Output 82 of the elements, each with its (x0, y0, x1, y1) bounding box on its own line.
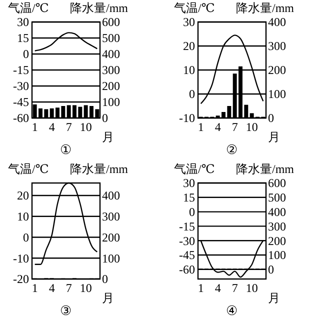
y-axis-title: 气温/℃ (8, 162, 49, 176)
y2-tick-label: 100 (268, 248, 286, 262)
y2-tick-label: 200 (268, 63, 286, 78)
y-tick-label: 20 (183, 39, 195, 54)
y-tick-label: -60 (13, 111, 29, 126)
x-tick-label: 1 (32, 281, 38, 295)
x-tick-label: 1 (32, 120, 38, 134)
x-tick-label: 4 (214, 120, 221, 134)
y2-tick-label: 0 (102, 111, 108, 126)
y-tick-label: -20 (13, 272, 29, 286)
y2-axis-title: 降水量/mm (70, 162, 129, 176)
y2-axis-title: 降水量/mm (70, 1, 129, 15)
x-tick-label: 10 (80, 120, 92, 134)
text: ③ (60, 303, 72, 318)
y-axis-title: 气温/℃ (174, 1, 215, 15)
y-tick-label: 0 (23, 230, 29, 244)
y2-tick-label: 200 (268, 234, 286, 248)
x-axis-title: 月 (268, 130, 280, 144)
y2-tick-label: 100 (102, 95, 120, 110)
y-tick-label: -45 (179, 248, 195, 262)
x-tick-label: 10 (80, 281, 92, 295)
line-series (34, 32, 98, 52)
text: ② (226, 142, 238, 157)
text: ④ (226, 303, 238, 318)
x-tick-label: 7 (66, 281, 72, 295)
x-tick-label: 10 (246, 120, 258, 134)
y-tick-label: 20 (17, 188, 29, 203)
y-tick-label: 30 (183, 15, 195, 30)
y-tick-label: -30 (179, 234, 195, 248)
y2-tick-label: 600 (268, 176, 286, 190)
y2-tick-label: 0 (102, 272, 108, 286)
y-tick-label: 0 (189, 205, 195, 219)
y2-tick-label: 100 (102, 251, 120, 266)
y2-tick-label: 400 (268, 15, 286, 30)
y-tick-label: 0 (23, 47, 29, 62)
y2-tick-label: 400 (102, 47, 120, 62)
y2-tick-label: 300 (102, 63, 120, 78)
y2-tick-label: 400 (268, 205, 286, 219)
x-tick-label: 4 (48, 281, 55, 295)
y2-tick-label: 300 (102, 210, 120, 224)
y-tick-label: -15 (13, 63, 29, 78)
x-tick-label: 7 (232, 281, 238, 295)
y2-tick-label: 0 (268, 111, 274, 126)
x-tick-label: 1 (198, 120, 204, 134)
x-tick-label: 4 (214, 281, 221, 295)
y-axis-title: 气温/℃ (8, 1, 49, 15)
y-tick-label: -10 (13, 251, 29, 266)
y-tick-label: -15 (179, 219, 195, 234)
line-series (200, 34, 264, 104)
y2-tick-label: 400 (102, 188, 120, 203)
y2-axis-title: 降水量/mm (236, 1, 295, 15)
y-tick-label: -45 (13, 95, 29, 110)
y-tick-label: 10 (183, 63, 195, 78)
y-tick-label: 30 (17, 15, 29, 30)
y2-tick-label: 500 (268, 190, 286, 205)
y2-axis-title: 降水量/mm (236, 162, 295, 176)
y-tick-label: 15 (183, 190, 195, 205)
y2-tick-label: 200 (102, 79, 120, 94)
y2-tick-label: 300 (268, 219, 286, 234)
y-tick-label: -60 (179, 262, 195, 277)
x-tick-label: 1 (198, 281, 204, 295)
y-tick-label: -10 (179, 111, 195, 126)
x-tick-label: 10 (246, 281, 258, 295)
y2-tick-label: 100 (268, 87, 286, 102)
x-tick-label: 4 (48, 120, 55, 134)
y-tick-label: 30 (183, 176, 195, 190)
text: ① (60, 142, 72, 157)
y2-tick-label: 500 (102, 31, 120, 46)
y2-tick-label: 300 (268, 39, 286, 54)
x-tick-label: 7 (66, 120, 72, 134)
y-tick-label: -30 (13, 79, 29, 94)
x-tick-label: 7 (232, 120, 238, 134)
x-axis-title: 月 (268, 291, 280, 305)
y2-tick-label: 200 (102, 230, 120, 244)
x-axis-title: 月 (102, 291, 114, 305)
y-axis-title: 气温/℃ (174, 162, 215, 176)
y-tick-label: 0 (189, 87, 195, 102)
y2-tick-label: 600 (102, 15, 120, 30)
y-tick-label: 15 (17, 31, 29, 46)
y2-tick-label: 0 (268, 262, 274, 277)
y-tick-label: 10 (17, 210, 29, 224)
x-axis-title: 月 (102, 130, 114, 144)
